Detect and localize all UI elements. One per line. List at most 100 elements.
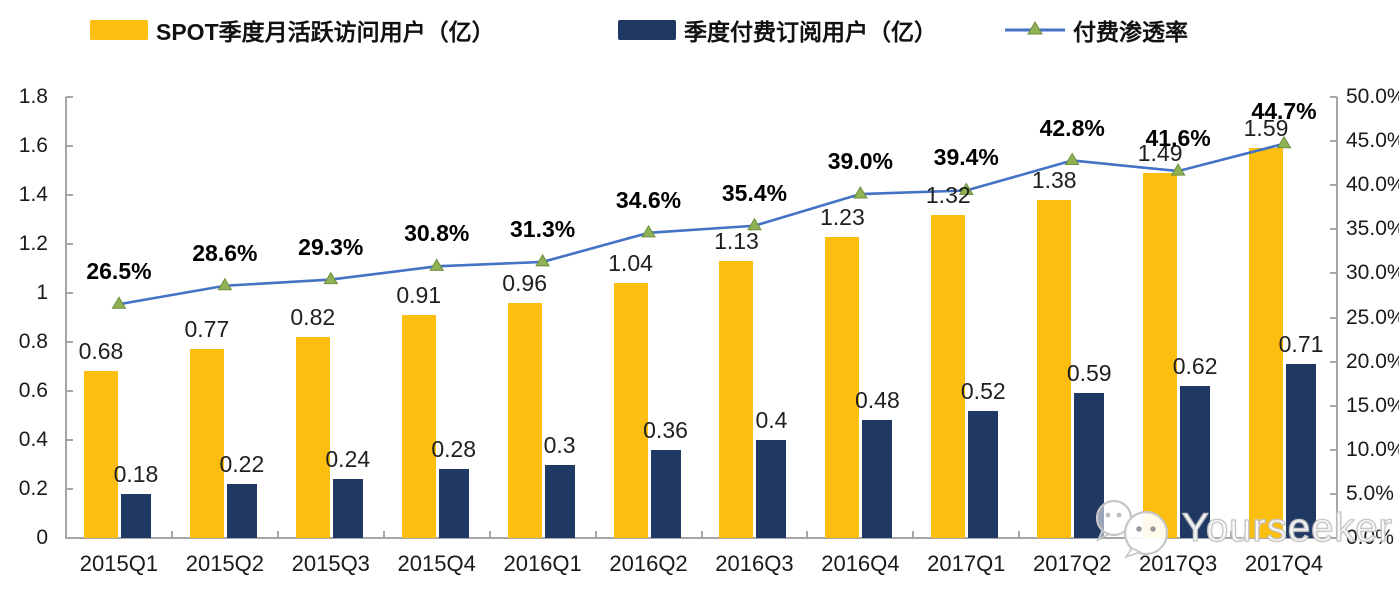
- right-axis-tick: [1330, 96, 1337, 98]
- penetration-label: 30.8%: [404, 220, 470, 247]
- subscriber-value-label: 0.71: [1278, 331, 1324, 358]
- x-axis-category-label: 2015Q4: [397, 551, 476, 576]
- right-axis-tick: [1330, 360, 1337, 363]
- x-axis-category-label: 2015Q1: [79, 551, 159, 576]
- subscriber-bar: [120, 493, 151, 538]
- left-axis-tick: [66, 341, 73, 343]
- mau-value-label: 0.96: [502, 269, 547, 296]
- right-axis-tick-label: 25.0%: [1346, 305, 1399, 329]
- x-axis-category-label: 2017Q3: [1138, 551, 1218, 576]
- left-axis-tick: [66, 243, 73, 245]
- penetration-label: 34.6%: [615, 186, 682, 213]
- bottom-axis-tick: [1336, 531, 1338, 537]
- legend-line-marker: [1005, 21, 1065, 35]
- penetration-line: [118, 142, 1285, 306]
- subscriber-bar: [1180, 386, 1211, 538]
- left-axis-tick: [66, 194, 73, 196]
- subscriber-bar: [438, 469, 469, 538]
- mau-value-label: 1.32: [925, 181, 971, 208]
- subscriber-value-label: 0.3: [543, 431, 576, 458]
- penetration-label: 42.8%: [1039, 114, 1105, 141]
- left-axis-tick-label: 1.2: [18, 232, 48, 255]
- left-axis-tick-label: 1.4: [18, 183, 48, 206]
- left-axis-tick-label: 0: [36, 526, 48, 549]
- penetration-label: 31.3%: [510, 215, 576, 242]
- mau-value-label: 1.38: [1031, 166, 1077, 193]
- mau-bar: [719, 261, 754, 538]
- mau-bar: [931, 214, 966, 538]
- subscriber-bar: [1286, 364, 1317, 538]
- mau-value-label: 0.91: [396, 282, 442, 309]
- legend-label: 季度付费订阅用户（亿）: [684, 19, 937, 45]
- legend-swatch: [618, 20, 676, 40]
- penetration-marker: [111, 296, 127, 309]
- penetration-label: 35.4%: [721, 179, 788, 206]
- right-axis-tick: [1330, 316, 1337, 319]
- right-axis-tick: [1330, 272, 1337, 275]
- right-axis-tick: [1330, 228, 1337, 231]
- watermark: Yourseeker: [1088, 496, 1393, 560]
- right-axis-tick-label: 10.0%: [1346, 437, 1399, 461]
- subscriber-value-label: 0.18: [113, 460, 159, 487]
- penetration-marker: [1064, 152, 1080, 166]
- legend-label: 付费渗透率: [1073, 19, 1188, 45]
- penetration-label: 41.6%: [1145, 125, 1211, 152]
- wechat-icon: [1095, 499, 1169, 559]
- right-axis-line: [1336, 97, 1338, 538]
- penetration-label: 28.6%: [192, 239, 258, 266]
- subscriber-bar: [332, 479, 363, 538]
- legend-label: SPOT季度月活跃访问用户（亿）: [156, 19, 495, 45]
- subscriber-bar: [226, 484, 257, 538]
- left-axis-line: [65, 97, 67, 538]
- x-axis-category-label: 2016Q4: [821, 551, 900, 576]
- mau-value-label: 1.13: [714, 228, 759, 255]
- mau-bar: [507, 302, 542, 538]
- legend-item-3: 付费渗透率: [1005, 14, 1188, 46]
- bottom-axis-tick: [276, 531, 279, 537]
- right-axis-tick: [1330, 448, 1337, 451]
- mau-value-label: 1.23: [819, 203, 865, 230]
- x-axis-category-label: 2017Q4: [1244, 551, 1324, 576]
- penetration-marker: [429, 258, 445, 271]
- mau-value-label: 1.04: [608, 250, 653, 277]
- x-axis-category-label: 2017Q2: [1033, 551, 1112, 576]
- penetration-marker: [641, 224, 656, 238]
- bottom-axis-tick: [170, 531, 173, 537]
- mau-value-label: 0.82: [290, 304, 336, 331]
- subscriber-value-label: 0.24: [325, 446, 371, 473]
- penetration-label: 29.3%: [298, 233, 364, 260]
- penetration-marker: [535, 253, 551, 267]
- right-axis-tick-label: 20.0%: [1346, 349, 1399, 373]
- watermark-text: Yourseeker: [1181, 505, 1393, 550]
- mau-value-label: 1.49: [1137, 139, 1183, 166]
- penetration-label: 44.7%: [1251, 97, 1317, 124]
- left-axis-tick-label: 1.8: [18, 85, 48, 108]
- penetration-marker: [217, 277, 233, 291]
- mau-bar: [83, 371, 118, 538]
- right-axis-tick-label: 35.0%: [1346, 217, 1399, 241]
- x-axis-category-label: 2016Q2: [609, 551, 688, 576]
- left-axis-tick: [66, 292, 73, 294]
- right-axis-tick: [1330, 537, 1337, 539]
- left-axis-tick: [66, 537, 73, 539]
- mau-bar: [613, 283, 648, 538]
- subscriber-bar: [650, 449, 681, 538]
- x-axis-category-label: 2016Q1: [503, 551, 582, 576]
- right-axis-tick: [1330, 404, 1337, 407]
- mau-bar: [401, 315, 436, 538]
- penetration-marker: [323, 271, 339, 285]
- left-axis-tick-label: 1: [36, 281, 48, 304]
- subscriber-value-label: 0.22: [219, 451, 265, 478]
- right-axis-tick-label: 50.0%: [1346, 85, 1399, 108]
- subscriber-value-label: 0.62: [1172, 353, 1218, 380]
- bottom-axis-tick: [700, 531, 703, 537]
- bottom-axis-tick: [594, 531, 597, 537]
- bottom-axis-tick: [488, 531, 491, 537]
- subscriber-value-label: 0.36: [643, 416, 688, 443]
- right-axis-tick-label: 40.0%: [1346, 173, 1399, 197]
- right-axis-tick-label: 30.0%: [1346, 261, 1399, 285]
- subscriber-value-label: 0.4: [755, 407, 788, 433]
- subscriber-value-label: 0.48: [854, 387, 900, 414]
- mau-value-label: 1.59: [1243, 115, 1289, 142]
